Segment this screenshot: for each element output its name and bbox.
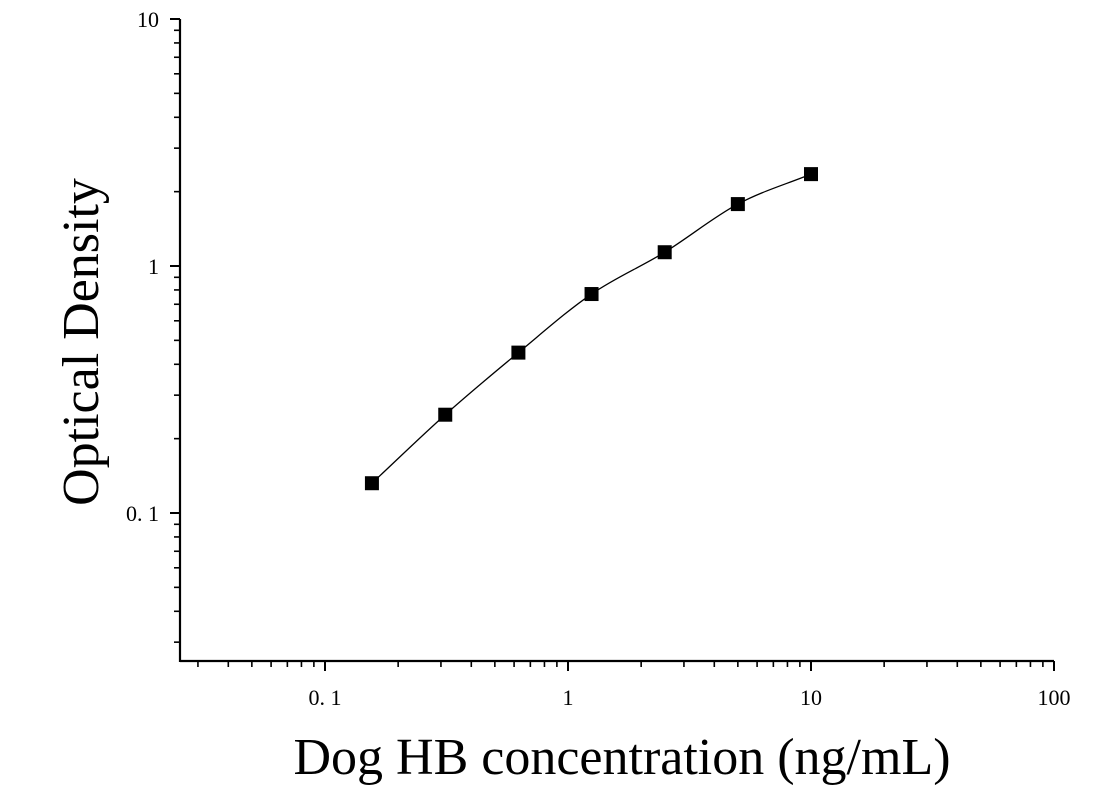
y-axis-title: Optical Density <box>53 178 110 506</box>
x-tick-label: 0. 1 <box>309 685 342 710</box>
data-point-marker <box>511 345 526 360</box>
x-tick-label: 10 <box>800 685 822 710</box>
fit-curve-layer <box>371 173 812 484</box>
data-point-marker <box>584 287 599 302</box>
data-point-marker <box>657 245 672 260</box>
x-axis-title: Dog HB concentration (ng/mL) <box>293 729 950 786</box>
data-point-marker <box>730 197 745 212</box>
fit-curve <box>371 173 812 484</box>
axes <box>178 19 1054 663</box>
y-tick-label: 10 <box>137 7 159 32</box>
x-tick-label: 100 <box>1038 685 1071 710</box>
y-tick-label: 1 <box>148 254 159 279</box>
data-point-marker <box>364 476 379 491</box>
x-tick-label: 1 <box>563 685 574 710</box>
y-tick-label: 0. 1 <box>126 501 159 526</box>
data-points <box>364 167 818 491</box>
data-point-marker <box>804 167 818 182</box>
axis-ticks <box>170 18 1055 671</box>
tick-labels: 0. 1 1 10 100 0. 1 1 10 <box>126 7 1071 710</box>
data-point-marker <box>438 407 453 422</box>
